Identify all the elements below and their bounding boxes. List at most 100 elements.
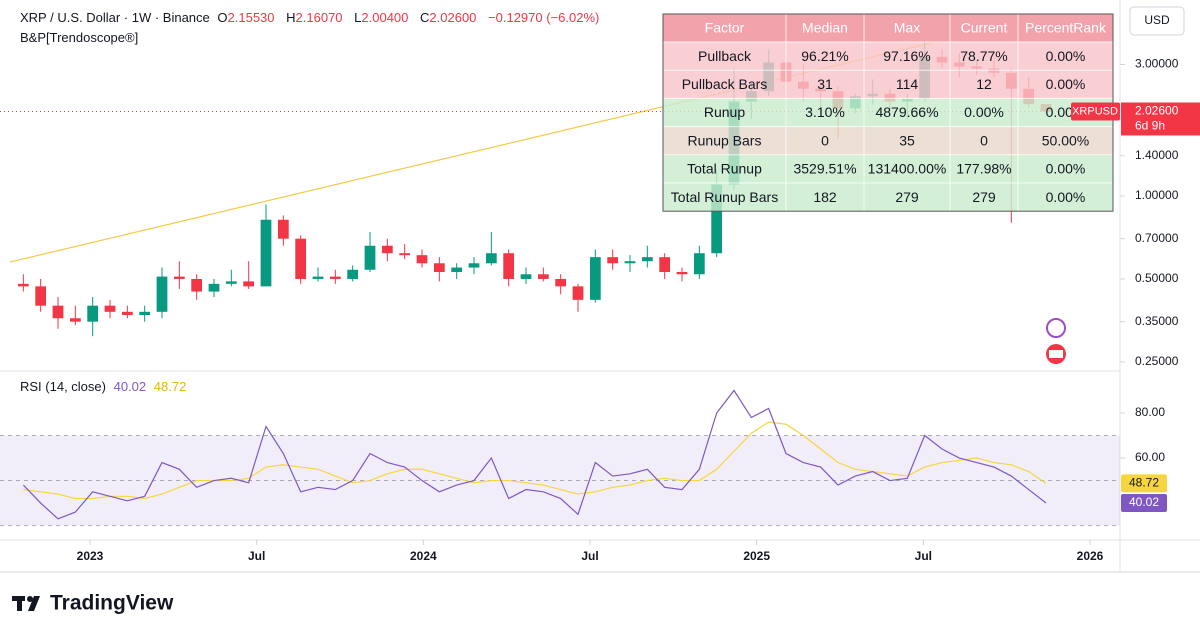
candle-body	[537, 274, 549, 279]
value-tag-label: 40.02	[1129, 495, 1159, 509]
price-tag	[1121, 102, 1200, 136]
ohlc: C2.02600	[420, 10, 480, 25]
table-cell: 279	[972, 189, 996, 205]
candle-body	[87, 305, 99, 322]
candle-body	[104, 305, 116, 312]
candle-body	[225, 281, 237, 284]
table-cell: 182	[813, 189, 837, 205]
logo-mark	[17, 596, 22, 611]
currency-button[interactable]	[1129, 6, 1185, 36]
table-row-bg	[663, 70, 1113, 99]
header: XRP / U.S. Dollar · 1W · Binance O2.1553…	[20, 10, 603, 25]
table-row-bg	[663, 42, 1113, 71]
side-icons	[1046, 318, 1066, 364]
candle-body	[555, 278, 567, 287]
candle-body	[503, 253, 515, 279]
candle-body	[416, 255, 428, 264]
table-cell: Total Runup	[687, 161, 762, 177]
factor-table: Factor Median Max Current PercentRank Pullbac…	[662, 13, 1114, 212]
candle-body	[711, 184, 723, 254]
table-cell: 0	[821, 132, 829, 148]
table-cell: Total Runup Bars	[671, 189, 778, 205]
ohlc-label: L	[354, 10, 362, 25]
candle-body	[295, 238, 307, 279]
table-cell: 3529.51%	[793, 161, 856, 177]
icon[interactable]	[1046, 318, 1066, 338]
candle-body	[121, 311, 133, 316]
indicator-name: B&P[Trendoscope®]	[20, 30, 139, 45]
value-tag-label: 48.72	[1129, 476, 1159, 490]
value-tag	[1121, 494, 1167, 513]
candle-body	[191, 278, 203, 292]
table-cell: 12	[976, 76, 992, 92]
icon-detail	[1049, 350, 1063, 358]
table-cell: 279	[895, 189, 919, 205]
candle-body	[329, 276, 341, 279]
ohlc-value: 2.16070	[295, 10, 343, 25]
x-tick-label: 2023	[77, 549, 104, 563]
table-cell: 0.00%	[1046, 48, 1086, 64]
logo-mark	[28, 596, 40, 611]
rsi-value: 40.02	[113, 379, 147, 394]
table-cell: 4879.66%	[875, 104, 938, 120]
table-header: PercentRank	[1025, 20, 1107, 36]
value-tag	[1121, 474, 1167, 493]
candle-body	[451, 267, 463, 272]
symbol: XRP / U.S. Dollar · 1W · Binance	[20, 10, 210, 25]
price-tag-label: 2.02600	[1135, 104, 1179, 118]
ohlc: L2.00400	[354, 10, 412, 25]
ohlc-value: 2.00400	[361, 10, 409, 25]
table-cell: 131400.00%	[868, 161, 947, 177]
candle-body	[381, 245, 393, 254]
symbol-tag-label: XRPUSD	[1072, 105, 1118, 117]
candle-body	[173, 276, 185, 279]
table-cell: 0	[980, 132, 988, 148]
candle-body	[208, 283, 220, 292]
candle-body	[277, 219, 289, 239]
table-header-bg	[663, 14, 1113, 42]
ohlc-label: C	[420, 10, 430, 25]
rsi-line	[22, 389, 1047, 520]
y-tick-label: 1.40000	[1135, 148, 1179, 162]
candle-body	[35, 286, 47, 306]
table-cell: Runup	[704, 104, 745, 120]
table-cell: Runup Bars	[688, 132, 762, 148]
ohlc-value: 2.15530	[227, 10, 275, 25]
candle-body	[69, 318, 81, 322]
y-tick-label: 80.00	[1135, 405, 1165, 419]
table-header: Median	[802, 20, 848, 36]
candle-body	[399, 253, 411, 256]
table-cell: 0.00%	[1046, 189, 1086, 205]
logo	[12, 596, 40, 611]
candle-body	[156, 276, 168, 312]
y-tick-label: 3.00000	[1135, 57, 1179, 71]
candle-body	[693, 253, 705, 275]
candle-body	[347, 269, 359, 279]
y-tick-label: 0.70000	[1135, 231, 1179, 245]
ohlc-label: O	[217, 10, 228, 25]
candle-body	[364, 245, 376, 270]
candle-body	[243, 281, 255, 287]
table-cell: 177.98%	[956, 161, 1011, 177]
y-tick-label: 0.50000	[1135, 271, 1179, 285]
table-row-bg	[663, 183, 1113, 212]
table-cell: Pullback	[698, 48, 752, 64]
table-header: Max	[894, 20, 920, 36]
table-cell: 31	[817, 76, 833, 92]
y-tick-label: 1.00000	[1135, 188, 1179, 202]
table-header: Factor	[705, 20, 745, 36]
table-cell: 0.00%	[964, 104, 1004, 120]
rsi-line	[23, 421, 1047, 500]
candle-body	[17, 283, 29, 287]
table-header: Current	[961, 20, 1008, 36]
ohlc: H2.16070	[286, 10, 346, 25]
countdown: 6d 9h	[1135, 119, 1165, 133]
currency-label[interactable]: USD	[1144, 13, 1170, 27]
change: −0.12970 (−6.02%)	[488, 10, 600, 25]
x-tick-label: 2025	[743, 549, 770, 563]
candle-body	[676, 271, 688, 275]
x-tick-label: 2026	[1077, 549, 1104, 563]
table-cell: 3.10%	[805, 104, 845, 120]
rsi-header: RSI (14, close) 40.02 48.72	[20, 379, 190, 394]
x-tick-label: Jul	[248, 549, 265, 563]
